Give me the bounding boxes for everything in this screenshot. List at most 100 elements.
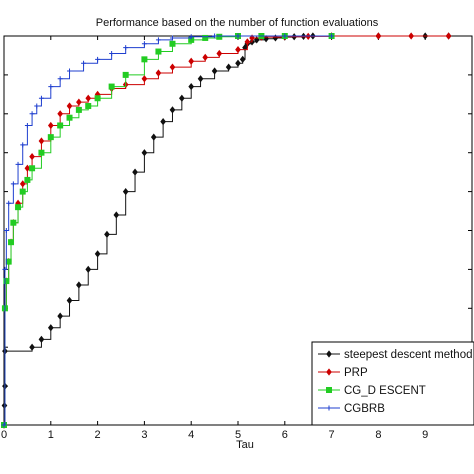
data-point	[2, 266, 8, 272]
legend-label: CG_D ESCENT	[344, 385, 426, 397]
x-axis-label: Tau	[236, 439, 254, 451]
data-point	[48, 84, 54, 90]
data-point	[141, 149, 148, 157]
legend-marker	[326, 387, 332, 393]
data-point	[95, 56, 101, 62]
legend-entry: CGBRB	[318, 403, 385, 415]
data-point	[225, 63, 232, 71]
data-point	[85, 103, 92, 110]
x-tick-label: 0	[1, 429, 7, 441]
data-point	[75, 106, 82, 113]
series-cgbrb	[1, 33, 335, 428]
data-point	[66, 296, 73, 305]
x-tick-label: 6	[282, 429, 288, 441]
data-point	[109, 51, 115, 57]
data-point	[155, 48, 162, 55]
data-point	[85, 265, 92, 274]
x-tick-label: 8	[375, 429, 381, 441]
legend-entry: CG_D ESCENT	[318, 385, 426, 397]
data-point	[188, 57, 195, 65]
data-point	[155, 37, 161, 43]
data-point	[76, 281, 82, 289]
data-point	[150, 133, 157, 141]
data-point	[202, 34, 209, 41]
data-point	[242, 44, 248, 52]
data-point	[235, 33, 241, 39]
data-point	[5, 258, 12, 265]
data-point	[235, 46, 241, 54]
data-point	[108, 83, 115, 90]
legend-entry: PRP	[318, 367, 368, 379]
data-point	[188, 82, 195, 91]
data-point	[169, 35, 175, 41]
x-tick-label: 7	[329, 429, 335, 441]
data-point	[10, 181, 16, 187]
data-point	[249, 34, 255, 42]
legend-label: steepest descent method	[344, 349, 473, 361]
data-point	[47, 121, 54, 130]
data-point	[10, 219, 17, 226]
data-point	[160, 117, 166, 126]
data-point	[15, 204, 22, 211]
data-point	[123, 45, 129, 51]
data-point	[202, 53, 209, 62]
data-point	[253, 36, 260, 44]
data-point	[20, 142, 26, 148]
data-point	[188, 34, 194, 40]
data-point	[29, 343, 35, 351]
legend-box	[311, 341, 474, 426]
legend-entry: steepest descent method	[318, 349, 473, 361]
legend-marker	[326, 368, 332, 376]
data-point	[179, 94, 185, 102]
data-point	[81, 60, 87, 66]
data-point	[76, 98, 82, 106]
data-point	[38, 95, 44, 101]
data-point	[3, 278, 10, 285]
data-point	[197, 75, 204, 83]
data-point	[211, 67, 218, 75]
data-point	[24, 164, 31, 172]
data-point	[38, 137, 45, 145]
data-point	[34, 103, 40, 109]
data-point	[104, 230, 110, 238]
data-point	[141, 75, 148, 83]
data-point	[47, 324, 54, 332]
data-point	[85, 94, 92, 102]
data-point	[169, 40, 176, 47]
data-point	[24, 122, 30, 128]
data-point	[15, 161, 21, 167]
data-point	[24, 176, 31, 183]
data-point	[122, 71, 129, 78]
x-axis-ticks: 0 1 2 3 4 5 6 7 8 9	[1, 35, 472, 441]
data-point	[19, 188, 26, 195]
data-point	[38, 149, 45, 156]
data-point	[57, 312, 63, 320]
data-point	[329, 33, 335, 39]
data-point	[66, 102, 73, 110]
data-point	[212, 33, 218, 39]
x-tick-label: 9	[422, 429, 428, 441]
data-point	[57, 76, 63, 82]
data-point	[216, 33, 223, 40]
data-point	[29, 165, 36, 172]
data-point	[6, 200, 12, 206]
x-tick-label: 5	[235, 429, 241, 441]
data-point	[94, 95, 101, 102]
chart-title: Performance based on the number of funct…	[96, 17, 379, 29]
data-point	[282, 33, 288, 39]
legend-label: CGBRB	[344, 403, 385, 415]
legend-marker	[326, 350, 332, 358]
x-tick-label: 4	[188, 429, 194, 441]
data-point	[244, 38, 251, 46]
data-point	[19, 180, 26, 188]
data-point	[155, 69, 162, 77]
data-point	[57, 110, 63, 118]
data-point	[445, 32, 452, 40]
data-point	[141, 56, 148, 63]
data-point	[66, 114, 73, 121]
data-point	[239, 55, 246, 63]
legend-marker	[326, 405, 332, 411]
data-point	[47, 134, 54, 141]
data-point	[122, 187, 129, 196]
